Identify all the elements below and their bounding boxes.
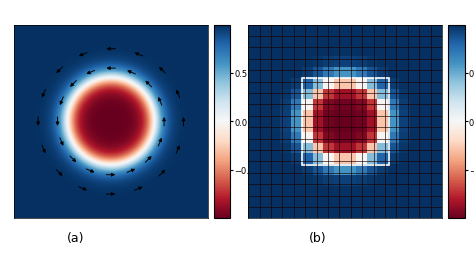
Bar	[301, 78, 389, 165]
Text: (a): (a)	[67, 231, 84, 244]
Text: (b): (b)	[309, 231, 327, 244]
Y-axis label: $m_z$: $m_z$	[263, 122, 280, 134]
